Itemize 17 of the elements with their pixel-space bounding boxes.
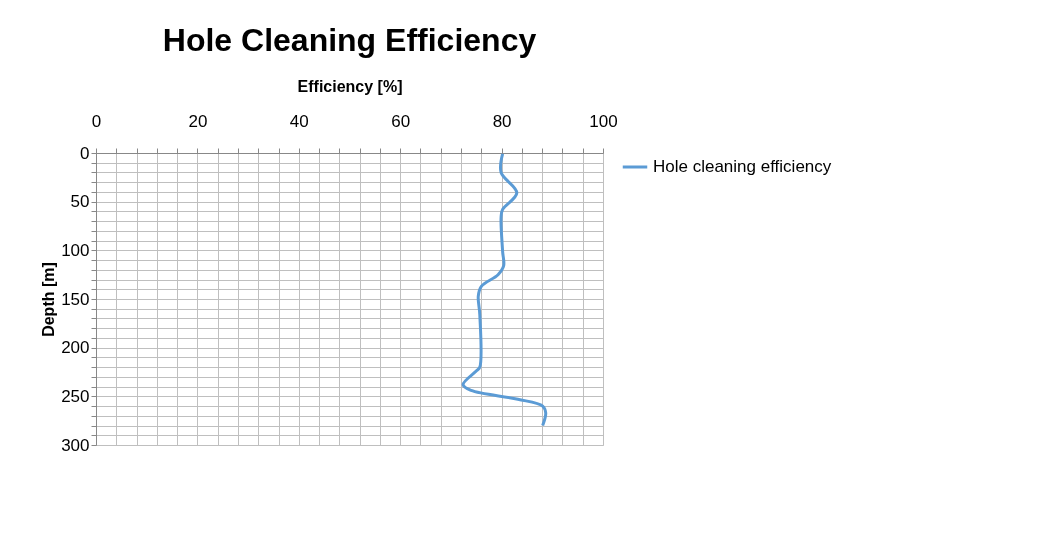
y-tick-label: 300 xyxy=(61,435,90,455)
x-tick-label: 100 xyxy=(589,111,618,131)
chart-title: Hole Cleaning Efficiency xyxy=(162,22,537,58)
legend-label: Hole cleaning efficiency xyxy=(653,157,832,176)
y-tick-label: 100 xyxy=(61,240,90,260)
x-axis-title: Efficiency [%] xyxy=(297,77,403,95)
y-tick-label: 250 xyxy=(61,386,90,406)
y-tick-label: 50 xyxy=(70,192,90,212)
y-axis-title: Depth [m] xyxy=(40,262,58,337)
y-tick-label: 0 xyxy=(80,143,90,163)
x-tick-label: 20 xyxy=(188,111,208,131)
y-tick-label: 150 xyxy=(61,289,90,309)
x-tick-label: 40 xyxy=(289,111,309,131)
line-series xyxy=(461,152,548,428)
x-tick-label: 60 xyxy=(391,111,411,131)
y-tick-label: 200 xyxy=(61,338,90,358)
x-tick-label: 80 xyxy=(492,111,512,131)
